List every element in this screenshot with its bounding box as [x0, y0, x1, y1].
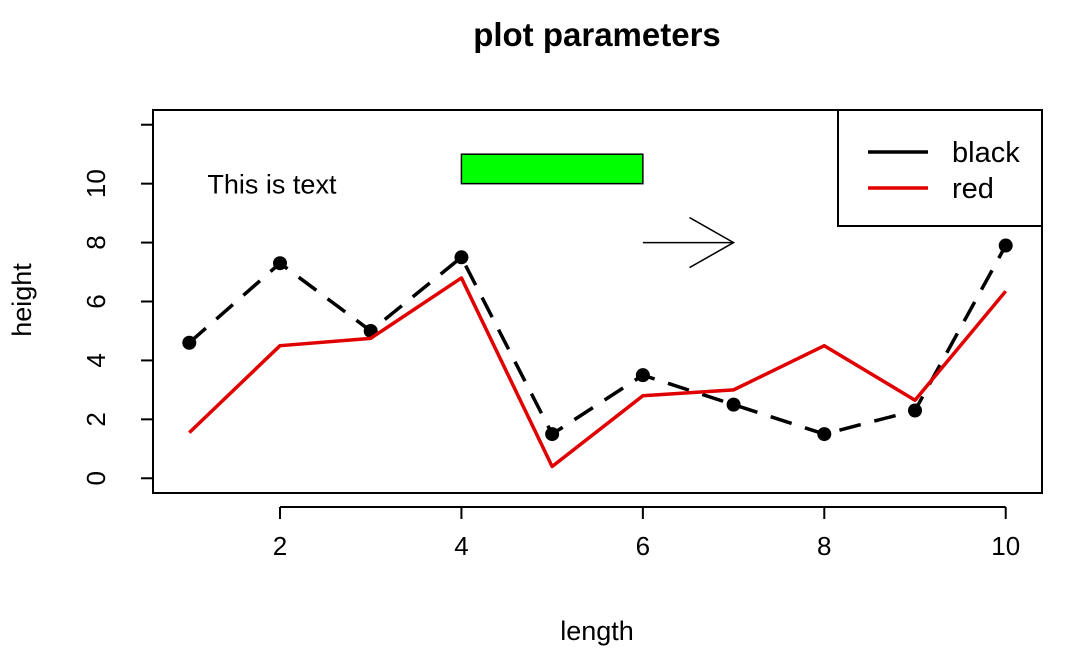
series-line-black — [188, 244, 1008, 436]
annotation-arrow-head — [689, 216, 736, 269]
series-group — [182, 238, 1013, 469]
annotations-group: This is text — [207, 153, 736, 269]
legend-box — [837, 109, 1043, 227]
chart-title: plot parameters — [473, 16, 721, 53]
y-tick-label: 6 — [81, 294, 111, 308]
series-point-black — [454, 250, 469, 265]
series-point-black — [182, 335, 197, 350]
series-point-black — [635, 368, 650, 383]
x-axis-label: length — [560, 616, 634, 646]
legend-label-red: red — [952, 173, 994, 205]
x-tick-label: 6 — [636, 531, 650, 561]
y-tick-label: 2 — [81, 412, 111, 426]
y-tick-label: 4 — [81, 353, 111, 367]
x-tick-label: 10 — [991, 531, 1020, 561]
axes-group: 2 4 6 8 10 0 2 4 6 8 10 — [81, 123, 1020, 561]
y-tick-label: 8 — [81, 235, 111, 249]
legend: black red — [837, 109, 1043, 227]
annotation-rectangle — [460, 153, 644, 185]
series-point-black — [908, 403, 922, 418]
series-point-black — [545, 427, 560, 442]
y-axis-label: height — [7, 263, 37, 337]
x-tick-label: 2 — [273, 531, 287, 561]
series-point-black — [726, 397, 741, 412]
x-tick-label: 4 — [454, 531, 468, 561]
series-line-red — [188, 276, 1008, 469]
legend-label-black: black — [952, 137, 1020, 169]
y-tick-label: 0 — [81, 471, 111, 485]
y-tick-label: 10 — [81, 169, 111, 198]
annotation-text: This is text — [207, 170, 337, 200]
series-point-black — [817, 427, 832, 442]
series-point-black — [998, 238, 1013, 253]
series-point-black — [273, 256, 287, 271]
x-tick-label: 8 — [817, 531, 831, 561]
